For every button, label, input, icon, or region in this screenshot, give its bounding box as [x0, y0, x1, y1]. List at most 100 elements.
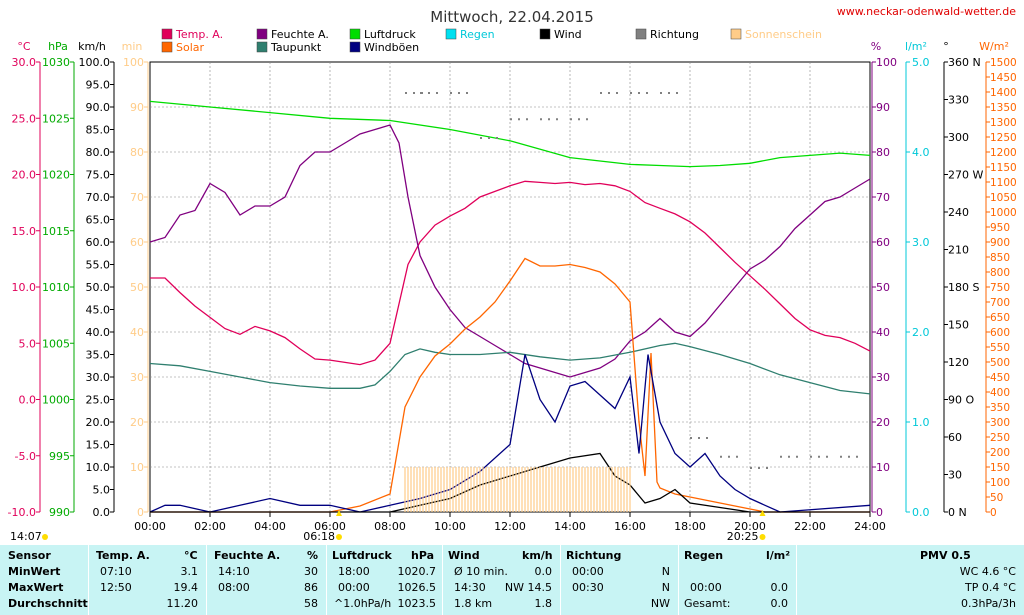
legend-item: Richtung	[635, 28, 699, 41]
legend-label: Windböen	[364, 41, 419, 54]
axis-tick-label-wind: 75.0	[86, 169, 111, 182]
chart-legend: Temp. A.Solar Feuchte A.Taupunkt Luftdruck…	[161, 28, 822, 54]
axis-tick-label-solar: 1350	[990, 102, 1017, 114]
axis-tick-label-wind: 55.0	[86, 259, 111, 272]
axis-tick-label-solar: 500	[990, 357, 1010, 369]
axis-tick-label-solar: 1300	[990, 117, 1017, 129]
axis-tick-label-humidity: 80	[876, 146, 890, 159]
axis-tick-label-humidity: 90	[876, 101, 890, 114]
axis-tick-label-temp: 0.0	[19, 394, 37, 407]
direction-point	[428, 92, 430, 94]
axis-tick-label-solar: 650	[990, 312, 1010, 324]
axis-tick-label-solar: 350	[990, 402, 1010, 414]
axis-tick-label-wind: 80.0	[86, 146, 111, 159]
axis-tick-label-temp: 25.0	[12, 112, 37, 125]
axis-tick-label-wind: 40.0	[86, 326, 111, 339]
direction-point	[856, 455, 858, 458]
legend-label: Richtung	[650, 28, 699, 41]
axis-tick-label-solar: 50	[990, 492, 1003, 504]
direction-point	[750, 467, 752, 469]
axis-tick-label-humidity: 70	[876, 191, 890, 204]
axis-tick-label-solar: 750	[990, 282, 1010, 294]
x-tick-label: 22:00	[794, 520, 826, 533]
header-sensor: Sensor	[8, 549, 51, 562]
axis-tick-label-solar: 700	[990, 297, 1010, 309]
direction-point	[458, 92, 460, 94]
direction-point	[698, 437, 700, 439]
legend-swatch	[349, 28, 361, 40]
direction-point	[646, 92, 648, 94]
axis-tick-label-temp: 10.0	[12, 281, 37, 294]
axis-tick-label-wind: 70.0	[86, 191, 111, 204]
axis-tick-label-solar: 800	[990, 267, 1010, 279]
direction-point	[496, 137, 498, 139]
axis-tick-label-temp: 30.0	[12, 56, 37, 69]
direction-point	[668, 92, 670, 94]
plot-area	[149, 92, 871, 513]
chart-title: Mittwoch, 22.04.2015	[430, 8, 594, 26]
axis-tick-label-rain: 5.0	[912, 56, 930, 69]
axis-tick-label-solar: 1150	[990, 162, 1017, 174]
direction-point	[548, 118, 550, 121]
sunrise-marker	[336, 510, 342, 516]
axis-tick-label-solar: 250	[990, 432, 1010, 444]
axis-tick-label-sun_min: 60	[130, 236, 144, 249]
axis-tick-label-humidity: 0	[876, 506, 883, 519]
stats-table: Sensor Temp. A. °C Feuchte A. % Luftdruc…	[0, 545, 1024, 615]
direction-point	[810, 455, 812, 458]
direction-point	[570, 118, 572, 121]
axis-tick-label-solar: 450	[990, 372, 1010, 384]
axis-tick-label-pressure: 990	[49, 506, 70, 519]
axis-tick-label-temp: 15.0	[12, 225, 37, 238]
header-pmv: PMV 0.5	[920, 549, 971, 562]
direction-point	[736, 455, 738, 458]
series-wind	[150, 452, 870, 513]
legend-swatch	[539, 28, 551, 40]
axis-tick-label-solar: 300	[990, 417, 1010, 429]
direction-point	[436, 92, 438, 94]
axis-tick-label-wind: 90.0	[86, 101, 111, 114]
legend-label: Luftdruck	[364, 28, 416, 41]
header-hum-unit: %	[307, 549, 319, 562]
axis-tick-label-sun_min: 40	[130, 326, 144, 339]
axis-tick-label-sun_min: 30	[130, 371, 144, 384]
axis-unit-humidity: %	[871, 40, 881, 53]
axis-tick-label-humidity: 30	[876, 371, 890, 384]
legend-swatch	[730, 28, 742, 40]
axis-tick-label-solar: 1250	[990, 132, 1017, 144]
axis-tick-label-solar: 1000	[990, 207, 1017, 219]
axis-tick-label-rain: 2.0	[912, 326, 930, 339]
axis-tick-label-humidity: 50	[876, 281, 890, 294]
series-taupunkt	[149, 342, 871, 395]
sunset-label: 20:25	[727, 530, 759, 543]
axis-tick-label-direction: 0 N	[948, 506, 967, 519]
site-url[interactable]: www.neckar-odenwald-wetter.de	[837, 5, 1017, 18]
direction-point	[540, 118, 542, 121]
header-rain-unit: l/m²	[766, 549, 791, 562]
direction-point	[720, 455, 722, 458]
header-wind-unit: km/h	[522, 549, 553, 562]
sunset-icon	[759, 534, 766, 540]
direction-point	[796, 455, 798, 458]
axis-tick-label-pressure: 1000	[42, 394, 70, 407]
header-temp-unit: °C	[184, 549, 198, 562]
legend-swatch	[635, 28, 647, 40]
series-windb-en	[149, 354, 871, 513]
direction-point	[676, 92, 678, 94]
x-tick-label: 16:00	[614, 520, 646, 533]
axis-tick-label-solar: 100	[990, 477, 1010, 489]
axis-unit-labels: °C hPa km/h min% l/m² ° W/m²	[17, 40, 1008, 53]
axis-tick-label-solar: 0	[990, 507, 997, 519]
legend-swatch	[161, 41, 173, 53]
legend-item: Taupunkt	[256, 41, 322, 54]
header-rain: Regen	[684, 549, 724, 562]
direction-point	[788, 455, 790, 458]
series-feuchte-a-	[149, 124, 871, 378]
direction-point	[600, 92, 602, 94]
axis-tick-label-solar: 850	[990, 252, 1010, 264]
axis-tick-label-solar: 600	[990, 327, 1010, 339]
time-markers: 14:07 06:18 20:25	[10, 510, 766, 543]
axis-unit-rain: l/m²	[905, 40, 927, 53]
direction-point	[480, 137, 482, 139]
header-press: Luftdruck	[332, 549, 392, 562]
